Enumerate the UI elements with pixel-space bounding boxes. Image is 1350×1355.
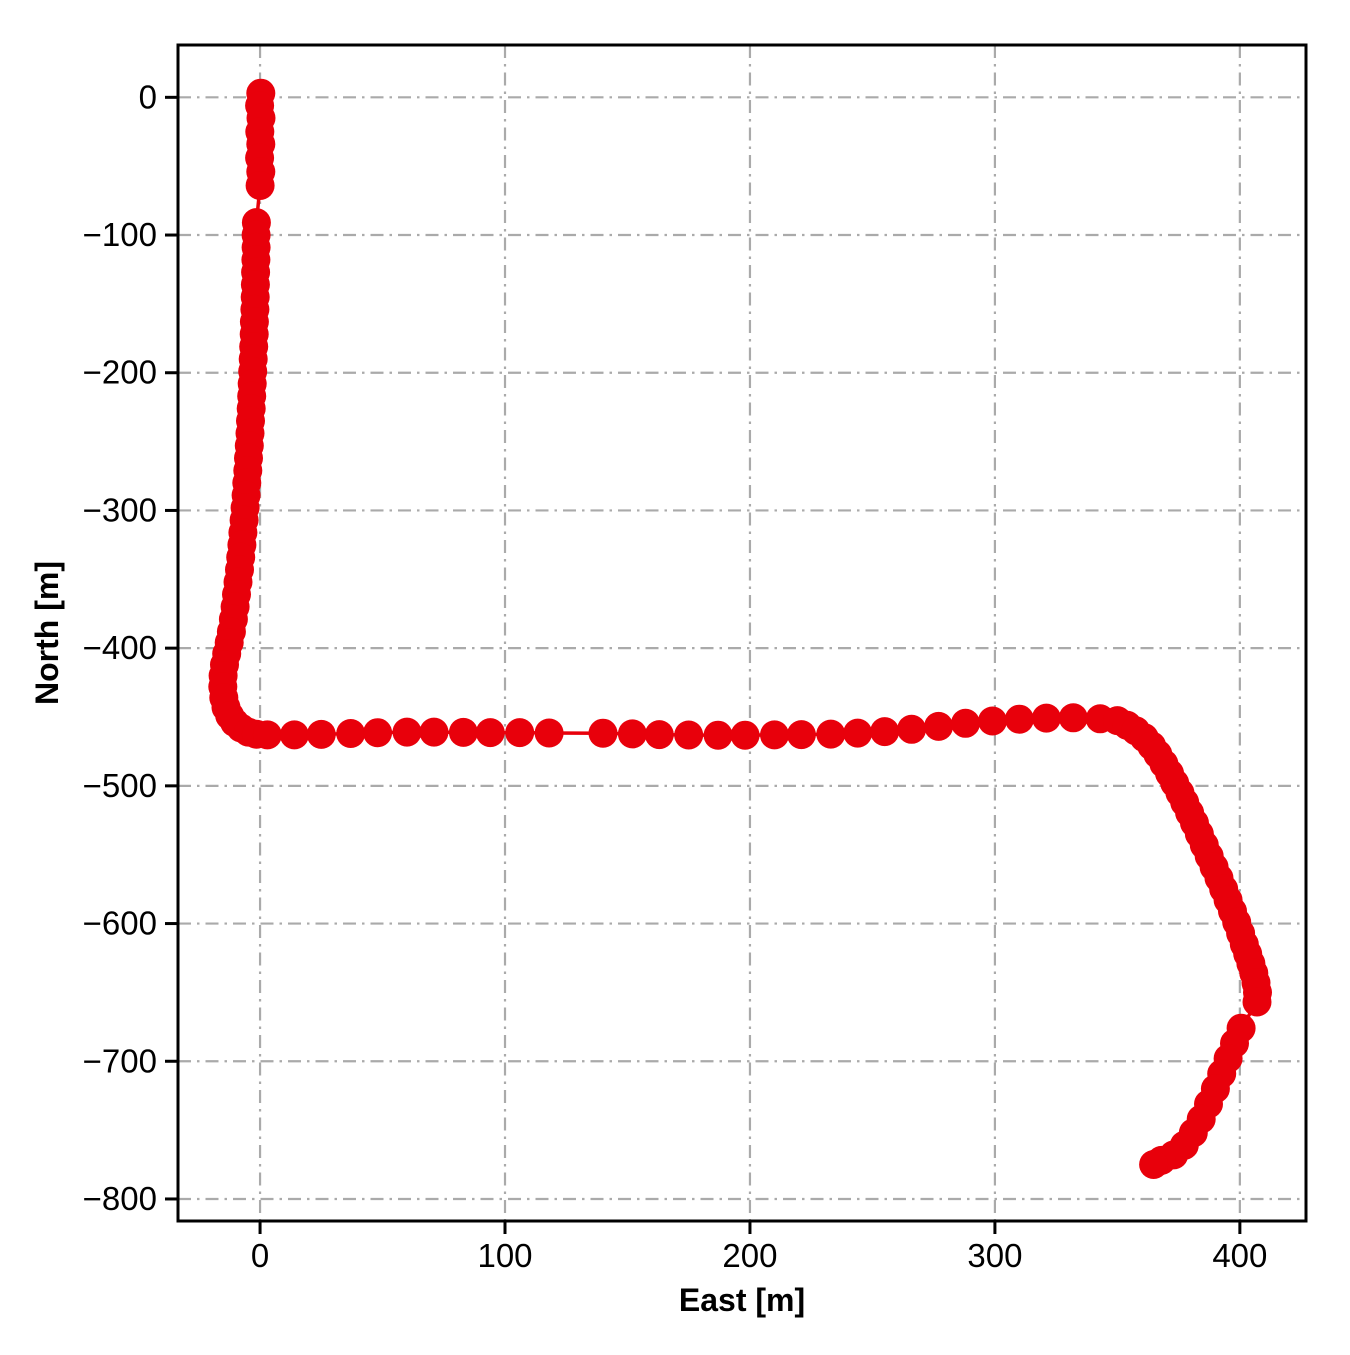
grid-layer xyxy=(178,45,1306,1221)
vehicle-trajectory-marker xyxy=(306,719,336,749)
vehicle-trajectory-marker xyxy=(978,706,1007,736)
x-axis-label: East [m] xyxy=(679,1282,805,1318)
y-tick-label: −300 xyxy=(83,491,157,528)
vehicle-trajectory-marker xyxy=(336,719,366,748)
y-tick-label: −600 xyxy=(83,905,157,942)
y-tick-label: −200 xyxy=(83,354,157,391)
vehicle-trajectory-marker xyxy=(448,717,478,747)
vehicle-trajectory-marker xyxy=(1004,704,1034,734)
vehicle-trajectory-marker xyxy=(419,717,449,747)
vehicle-trajectory-marker xyxy=(588,718,618,748)
x-tick-label: 200 xyxy=(722,1237,777,1274)
vehicle-trajectory-marker xyxy=(703,720,733,750)
y-tick-label: −100 xyxy=(83,216,157,253)
vehicle-trajectory-marker xyxy=(392,717,422,747)
vehicle-trajectory-marker xyxy=(1242,987,1272,1017)
vehicle-trajectory-marker xyxy=(816,719,846,749)
vehicle-trajectory-marker xyxy=(674,720,704,750)
x-tick-label: 300 xyxy=(967,1237,1022,1274)
vehicle-trajectory-marker xyxy=(644,720,674,750)
vehicle-trajectory-marker xyxy=(786,720,816,750)
plot-border xyxy=(176,43,1308,1223)
y-axis-label: North [m] xyxy=(29,561,65,705)
x-tick-label: 100 xyxy=(477,1237,532,1274)
tick-layer: 0 100 200 300 400 0 −100 −200 −300 −400 −500 −600 −7… xyxy=(83,78,1268,1274)
vehicle-trajectory-marker xyxy=(279,720,309,750)
vehicle-trajectory-marker xyxy=(475,718,505,748)
vehicle-trajectory-marker xyxy=(617,719,647,749)
vehicle-trajectory-marker xyxy=(730,720,760,750)
vehicle-trajectory-marker xyxy=(760,720,789,750)
y-tick-label: −800 xyxy=(83,1180,157,1217)
vehicle-trajectory-marker xyxy=(363,718,393,748)
vehicle-trajectory-marker xyxy=(951,708,980,738)
vehicle-trajectory-marker xyxy=(843,718,873,748)
x-tick-label: 400 xyxy=(1212,1237,1267,1274)
vehicle-trajectory-marker xyxy=(505,718,535,748)
data-layer xyxy=(208,78,1272,1179)
y-tick-label: −400 xyxy=(83,629,157,666)
vehicle-trajectory-line xyxy=(221,93,1260,1167)
y-tick-label: 0 xyxy=(139,78,157,115)
vehicle-trajectory-marker xyxy=(245,171,275,200)
vehicle-trajectory-marker xyxy=(1139,1150,1169,1179)
vehicle-trajectory-marker xyxy=(924,711,954,741)
x-tick-label: 0 xyxy=(251,1237,269,1274)
y-tick-label: −500 xyxy=(83,767,157,804)
y-tick-label: −700 xyxy=(83,1042,157,1079)
vehicle-trajectory-marker xyxy=(534,718,564,748)
vehicle-trajectory-marker xyxy=(252,720,282,750)
vehicle-trajectory-marker xyxy=(1058,703,1088,733)
vehicle-trajectory-marker xyxy=(1031,703,1061,733)
vehicle-trajectory-marker xyxy=(897,714,927,744)
vehicle-trajectory-marker xyxy=(870,717,900,747)
